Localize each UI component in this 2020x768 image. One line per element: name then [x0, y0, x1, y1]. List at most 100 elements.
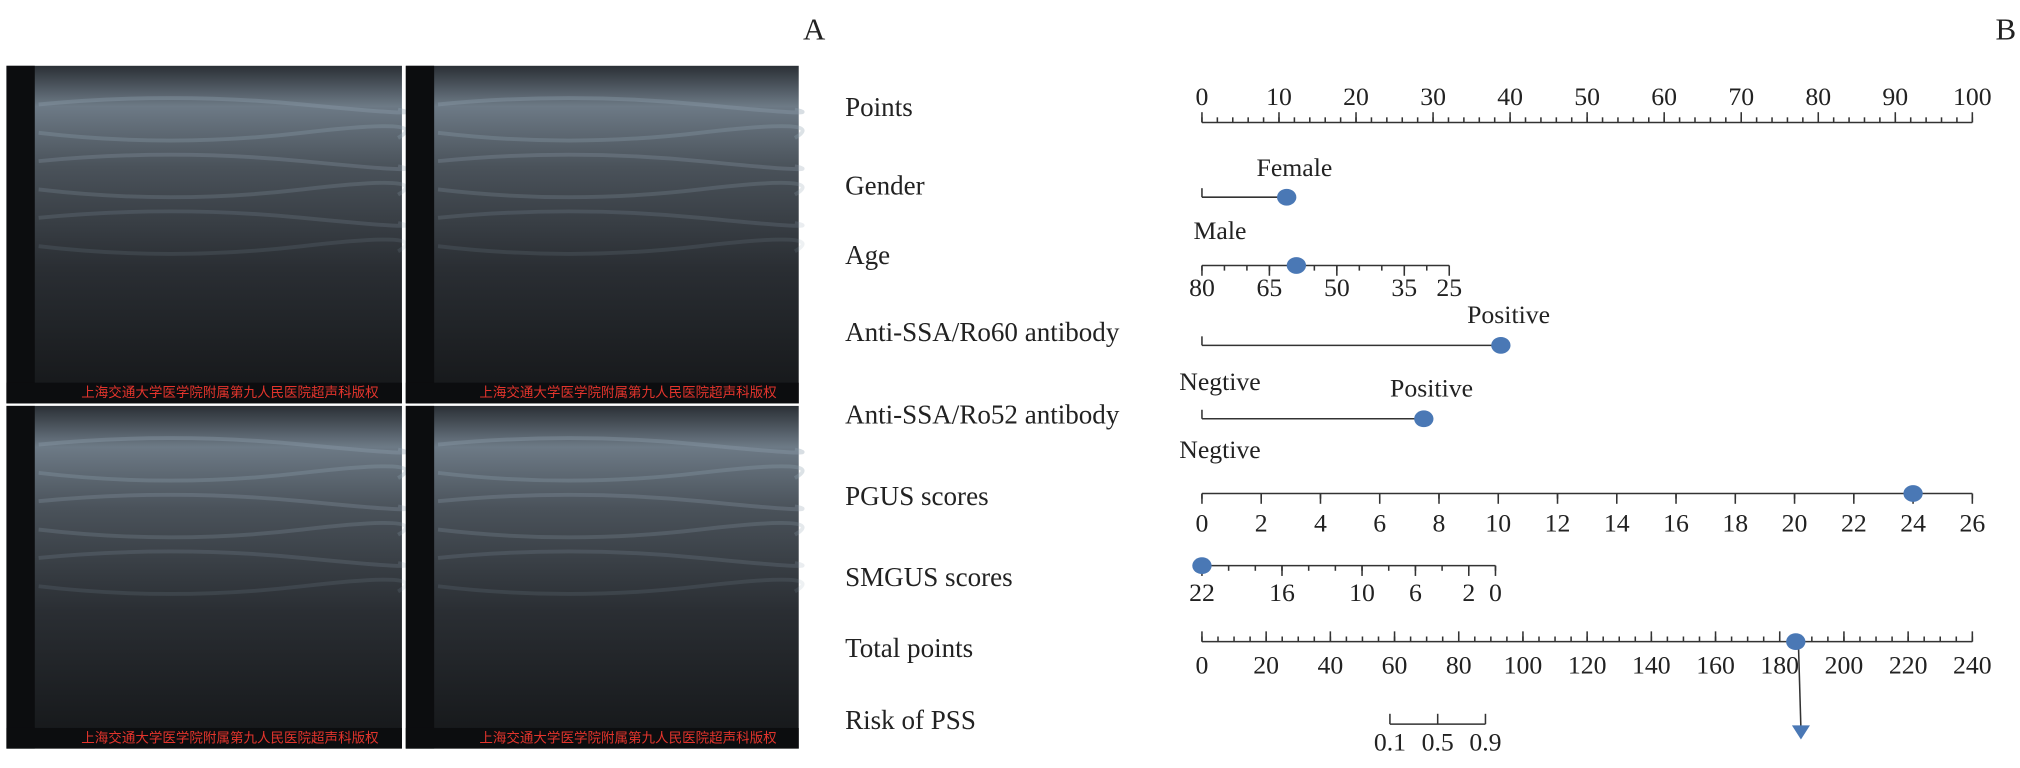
- image-sidebar: [405, 405, 435, 749]
- tick-label: 100: [1953, 82, 1992, 111]
- tick-label: 50: [1574, 82, 1600, 111]
- marker: [1286, 257, 1307, 274]
- tick-label: 10: [1266, 82, 1292, 111]
- row-label: Gender: [845, 170, 925, 200]
- row-label: Points: [845, 92, 913, 122]
- tick-label: 30: [1420, 82, 1446, 111]
- marker: [1414, 410, 1434, 428]
- tick-label: 35: [1391, 273, 1417, 302]
- tissue-band: [38, 96, 408, 115]
- tick-label: 20: [1253, 650, 1279, 679]
- tissue-band: [38, 577, 408, 596]
- tissue-band: [437, 577, 805, 596]
- tick-label: 0.9: [1469, 728, 1501, 757]
- arrow-head: [1791, 725, 1810, 740]
- tick-label: 8: [1433, 509, 1446, 538]
- tick-label: 60: [1382, 650, 1408, 679]
- caption-bar: [6, 727, 402, 749]
- level-label: Positive: [1467, 300, 1550, 329]
- tissue-band: [437, 521, 805, 540]
- tick-label: 2: [1255, 509, 1268, 538]
- tick-label: 16: [1663, 509, 1689, 538]
- tick-label: 60: [1651, 82, 1677, 111]
- tick-label: 12: [1545, 509, 1571, 538]
- row-label: Age: [845, 240, 890, 270]
- tissue-band: [38, 237, 408, 256]
- tick-label: 80: [1446, 650, 1472, 679]
- panel-label: B: [1996, 11, 2017, 46]
- image-caption: 上海交通大学医学院附属第九人民医院超声科版权: [479, 729, 777, 746]
- tissue-band: [38, 180, 408, 200]
- tissue-band: [437, 436, 805, 455]
- tick-label: 40: [1317, 650, 1343, 679]
- caption-bar: [405, 727, 799, 749]
- tick-label: 0: [1196, 650, 1209, 679]
- tissue-band: [38, 464, 408, 483]
- tick-label: 240: [1953, 650, 1992, 679]
- tick-label: 220: [1889, 650, 1928, 679]
- image-sidebar: [6, 405, 35, 749]
- tissue-band: [38, 436, 408, 455]
- image-sidebar: [6, 65, 35, 404]
- tissue-band: [437, 492, 805, 512]
- tick-label: 65: [1257, 273, 1283, 302]
- tick-label: 0.1: [1374, 728, 1406, 757]
- tissue-band: [38, 521, 408, 540]
- tick-label: 6: [1409, 578, 1422, 607]
- tick-label: 20: [1343, 82, 1369, 111]
- tissue-band: [437, 124, 805, 143]
- level-label: Positive: [1390, 373, 1473, 402]
- tissue-band: [38, 549, 408, 568]
- level-label: Negtive: [1179, 435, 1261, 464]
- tissue-band: [437, 96, 805, 115]
- caption-bar: [405, 382, 799, 404]
- tick-label: 16: [1269, 578, 1295, 607]
- tick-label: 25: [1436, 273, 1462, 302]
- tick-label: 20: [1782, 509, 1808, 538]
- tick-label: 22: [1189, 578, 1215, 607]
- tissue-band: [38, 152, 408, 172]
- tick-label: 14: [1604, 509, 1630, 538]
- caption-bar: [6, 382, 402, 404]
- tick-label: 22: [1841, 509, 1867, 538]
- tick-label: 0.5: [1422, 728, 1454, 757]
- marker: [1192, 557, 1212, 575]
- level-label: Male: [1194, 216, 1247, 245]
- tick-label: 140: [1632, 650, 1671, 679]
- tick-label: 90: [1882, 82, 1908, 111]
- marker: [1491, 336, 1511, 354]
- tick-label: 160: [1696, 650, 1735, 679]
- image-caption: 上海交通大学医学院附属第九人民医院超声科版权: [479, 384, 777, 401]
- arrow-shaft: [1797, 641, 1802, 730]
- tick-label: 24: [1900, 509, 1926, 538]
- panel-label: A: [803, 11, 826, 46]
- tick-label: 2: [1462, 578, 1475, 607]
- tick-label: 6: [1373, 509, 1386, 538]
- level-label: Negtive: [1179, 367, 1261, 396]
- tick-label: 0: [1196, 82, 1209, 111]
- row-label: Risk of PSS: [845, 705, 976, 735]
- row-label: Anti-SSA/Ro52 antibody: [845, 400, 1120, 430]
- level-label: Female: [1257, 153, 1333, 182]
- image-caption: 上海交通大学医学院附属第九人民医院超声科版权: [81, 729, 379, 746]
- tick-label: 120: [1568, 650, 1607, 679]
- tick-label: 18: [1722, 509, 1748, 538]
- row-label: Total points: [845, 633, 973, 663]
- tissue-band: [38, 492, 408, 512]
- tissue-band: [437, 152, 805, 172]
- row-label: Anti-SSA/Ro60 antibody: [845, 317, 1120, 347]
- tick-label: 0: [1196, 509, 1209, 538]
- tick-label: 70: [1728, 82, 1754, 111]
- ultrasound-image: [405, 405, 799, 749]
- tick-label: 26: [1959, 509, 1985, 538]
- tissue-band: [437, 180, 805, 200]
- image-caption: 上海交通大学医学院附属第九人民医院超声科版权: [81, 384, 379, 401]
- tick-label: 80: [1189, 273, 1215, 302]
- tissue-band: [437, 549, 805, 568]
- ultrasound-image: [6, 405, 402, 749]
- tick-label: 0: [1489, 578, 1502, 607]
- tick-label: 10: [1349, 578, 1375, 607]
- marker: [1786, 633, 1806, 651]
- tick-label: 4: [1314, 509, 1327, 538]
